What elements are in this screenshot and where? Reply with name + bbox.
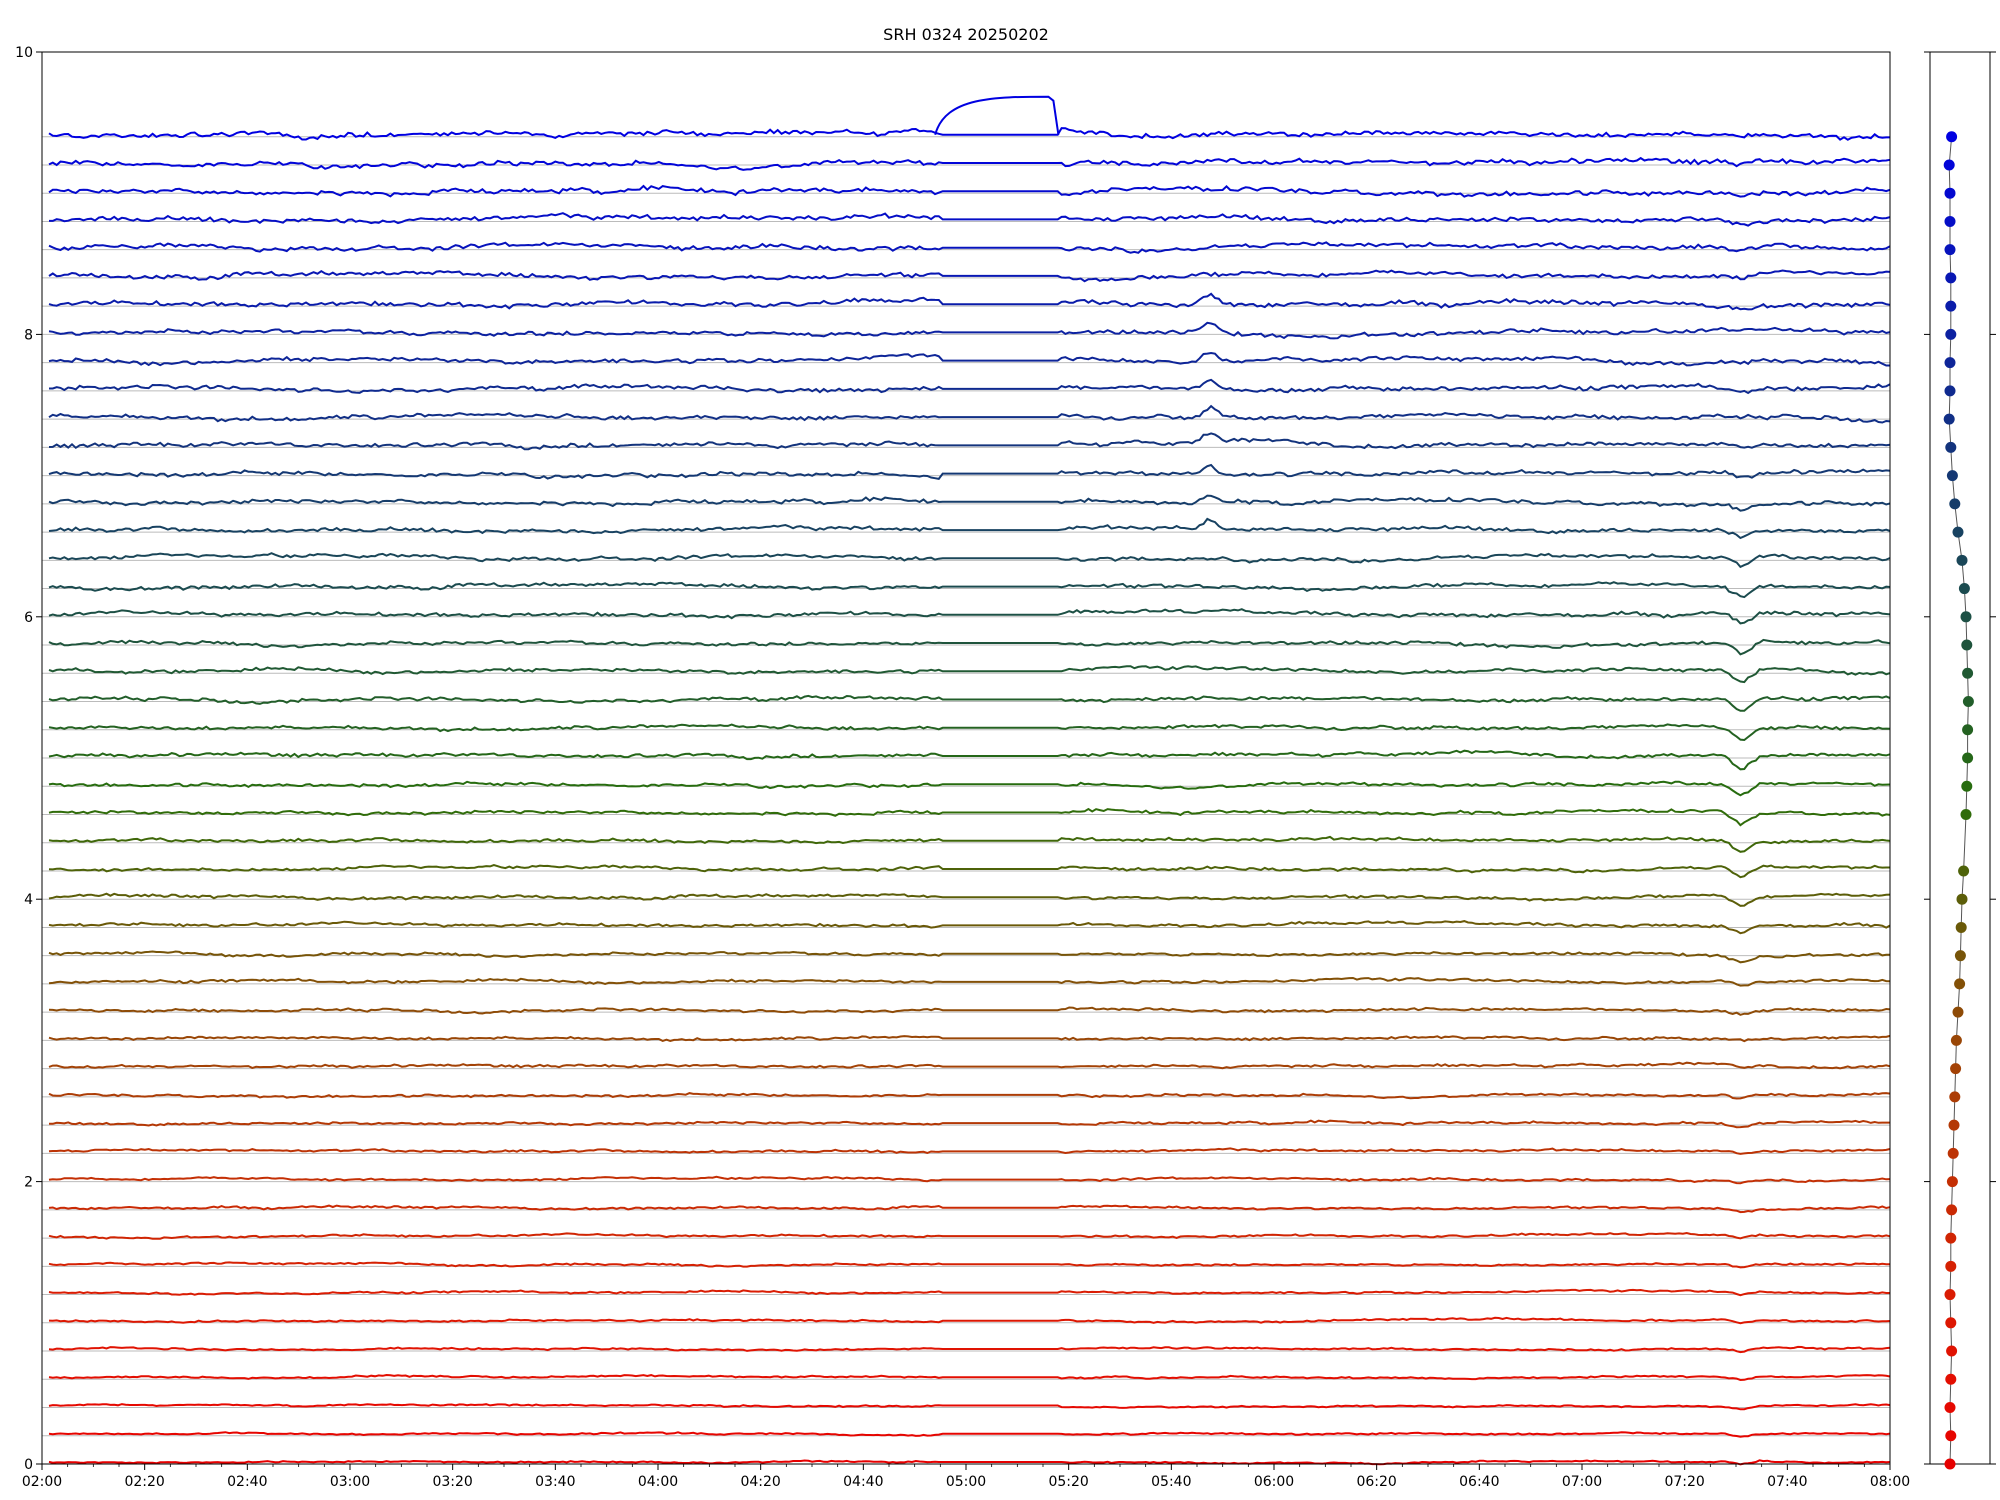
side-marker [1945, 216, 1956, 227]
y-tick-label: 4 [24, 892, 33, 908]
side-marker [1963, 696, 1974, 707]
side-marker [1945, 1233, 1956, 1244]
side-marker [1944, 159, 1955, 170]
side-marker [1957, 555, 1968, 566]
y-tick-label: 2 [24, 1175, 33, 1191]
side-marker [1945, 1374, 1956, 1385]
x-tick-label: 06:00 [1254, 1474, 1294, 1490]
x-tick-label: 05:00 [946, 1474, 986, 1490]
x-tick-label: 02:00 [22, 1474, 62, 1490]
x-tick-label: 02:20 [124, 1474, 164, 1490]
side-marker [1947, 470, 1958, 481]
side-marker [1945, 442, 1956, 453]
x-tick-label: 04:40 [843, 1474, 883, 1490]
side-marker [1956, 922, 1967, 933]
side-marker [1945, 1459, 1956, 1470]
side-marker [1962, 668, 1973, 679]
side-marker [1948, 1148, 1959, 1159]
y-tick-label: 0 [24, 1457, 33, 1473]
side-marker [1946, 131, 1957, 142]
x-tick-label: 05:20 [1048, 1474, 1088, 1490]
x-tick-label: 07:40 [1767, 1474, 1807, 1490]
side-marker [1951, 1035, 1962, 1046]
side-marker [1961, 809, 1972, 820]
x-tick-label: 07:20 [1664, 1474, 1704, 1490]
side-marker [1961, 640, 1972, 651]
x-tick-label: 04:00 [638, 1474, 678, 1490]
side-marker [1945, 1261, 1956, 1272]
x-tick-label: 05:40 [1151, 1474, 1191, 1490]
side-marker [1950, 1063, 1961, 1074]
side-marker [1959, 583, 1970, 594]
chart-title: SRH 0324 20250202 [883, 25, 1049, 44]
side-marker [1945, 357, 1956, 368]
side-marker [1945, 272, 1956, 283]
side-marker [1949, 1120, 1960, 1131]
side-marker [1949, 498, 1960, 509]
x-tick-label: 06:20 [1356, 1474, 1396, 1490]
side-marker [1945, 1430, 1956, 1441]
y-tick-label: 6 [24, 610, 33, 626]
side-marker [1961, 781, 1972, 792]
side-marker [1962, 753, 1973, 764]
side-marker [1945, 1289, 1956, 1300]
y-tick-label: 10 [15, 45, 33, 61]
x-tick-label: 03:20 [432, 1474, 472, 1490]
side-marker [1962, 724, 1973, 735]
side-marker [1955, 950, 1966, 961]
side-marker [1953, 1007, 1964, 1018]
side-marker [1944, 414, 1955, 425]
side-marker [1949, 1091, 1960, 1102]
x-tick-label: 04:20 [740, 1474, 780, 1490]
x-tick-label: 07:00 [1562, 1474, 1602, 1490]
side-marker [1945, 329, 1956, 340]
side-marker [1953, 527, 1964, 538]
side-marker [1945, 244, 1956, 255]
x-tick-label: 06:40 [1459, 1474, 1499, 1490]
side-marker [1946, 1346, 1957, 1357]
side-marker [1958, 865, 1969, 876]
x-tick-label: 08:00 [1870, 1474, 1910, 1490]
side-marker [1946, 1204, 1957, 1215]
side-marker [1945, 1402, 1956, 1413]
side-marker [1945, 301, 1956, 312]
side-marker [1954, 978, 1965, 989]
y-tick-label: 8 [24, 327, 33, 343]
side-marker [1945, 188, 1956, 199]
x-tick-label: 03:40 [535, 1474, 575, 1490]
x-tick-label: 03:00 [330, 1474, 370, 1490]
side-marker [1945, 385, 1956, 396]
side-marker [1961, 611, 1972, 622]
x-tick-label: 02:40 [227, 1474, 267, 1490]
side-marker [1945, 1317, 1956, 1328]
side-marker [1947, 1176, 1958, 1187]
side-marker [1957, 894, 1968, 905]
